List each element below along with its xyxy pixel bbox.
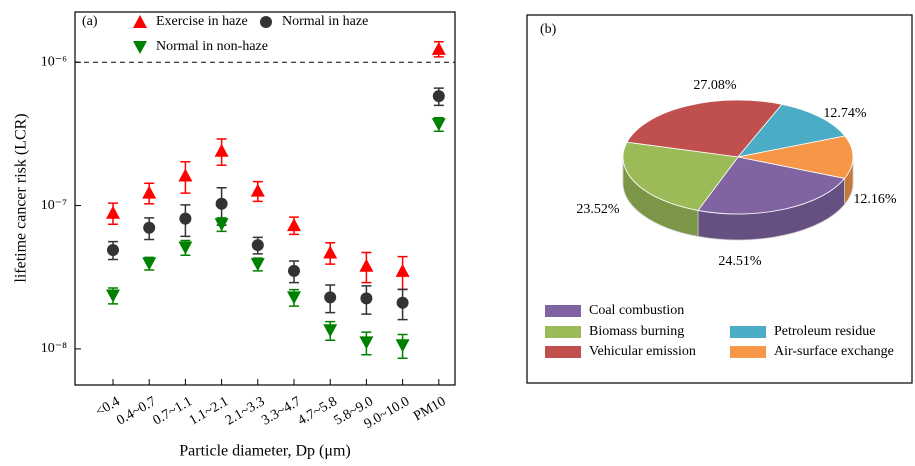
marker — [431, 41, 446, 55]
marker — [178, 241, 193, 255]
marker — [107, 243, 119, 256]
pie-slice — [622, 141, 739, 211]
marker — [106, 205, 120, 219]
marker — [287, 218, 301, 232]
marker — [395, 263, 410, 277]
marker — [359, 258, 374, 272]
legend-label: Normal in non-haze — [156, 39, 268, 54]
value-label: 12.74% — [823, 106, 867, 121]
y-axis-label: lifetime cancer risk (LCR) — [13, 113, 30, 282]
value-label: 24.51% — [718, 254, 762, 269]
x-tick-label: 2.1~3.3 — [223, 394, 267, 428]
marker — [142, 185, 157, 199]
panel-frame-b — [526, 14, 913, 384]
legend-label: Vehicular emission — [589, 344, 696, 359]
legend-swatch — [545, 326, 581, 338]
pie-slice — [626, 99, 783, 158]
value-label: 27.08% — [693, 78, 737, 93]
legend-swatch — [730, 326, 766, 338]
marker — [143, 221, 156, 234]
x-tick-label: 3.3~4.7 — [259, 394, 303, 428]
marker — [360, 292, 373, 305]
x-tick-label: 4.7~5.8 — [295, 394, 339, 428]
x-tick-label: PM10 — [411, 394, 448, 424]
panel-label: (b) — [540, 22, 557, 37]
y-tick-label: 10⁻⁸ — [41, 341, 67, 356]
panel-label: (a) — [82, 14, 98, 29]
legend-label: Normal in haze — [282, 14, 368, 29]
x-tick-label: 0.7~1.1 — [151, 394, 195, 428]
marker — [250, 258, 265, 272]
legend-label: Coal combustion — [589, 303, 684, 318]
legend-swatch — [545, 305, 581, 317]
marker — [395, 339, 410, 353]
value-label: 23.52% — [576, 202, 620, 217]
marker — [250, 183, 265, 197]
marker — [178, 168, 193, 182]
legend-swatch — [545, 346, 581, 358]
marker — [288, 264, 300, 277]
pie-slice — [697, 156, 846, 215]
legend-label: Exercise in haze — [156, 14, 248, 29]
marker — [431, 118, 446, 132]
legend-swatch — [730, 346, 766, 358]
marker — [214, 143, 229, 157]
legend-label: Petroleum residue — [774, 324, 875, 339]
legend-label: Biomass burning — [589, 324, 684, 339]
marker — [214, 218, 229, 232]
legend-marker — [133, 41, 147, 54]
marker — [432, 90, 445, 103]
marker — [142, 257, 157, 271]
marker — [324, 291, 337, 304]
y-tick-label: 10⁻⁶ — [41, 54, 67, 69]
x-axis-label: Particle diameter, Dp (μm) — [179, 443, 350, 460]
axes-frame-a — [74, 11, 456, 386]
marker — [179, 212, 192, 225]
value-label: 12.16% — [853, 192, 897, 207]
x-tick-label: 1.1~2.1 — [187, 394, 231, 428]
marker — [359, 336, 374, 350]
marker — [323, 245, 338, 259]
pie-slice — [736, 103, 846, 158]
marker — [215, 197, 228, 210]
legend-label: Air-surface exchange — [774, 344, 894, 359]
legend-marker — [260, 16, 272, 28]
y-tick-label: 10⁻⁷ — [41, 198, 67, 213]
marker — [396, 296, 409, 309]
legend-marker — [133, 15, 147, 28]
marker — [106, 289, 120, 303]
x-tick-label: 0.4~0.7 — [114, 394, 158, 428]
pie-slice — [737, 135, 854, 179]
marker — [287, 291, 301, 305]
marker — [251, 239, 264, 252]
marker — [323, 324, 338, 338]
